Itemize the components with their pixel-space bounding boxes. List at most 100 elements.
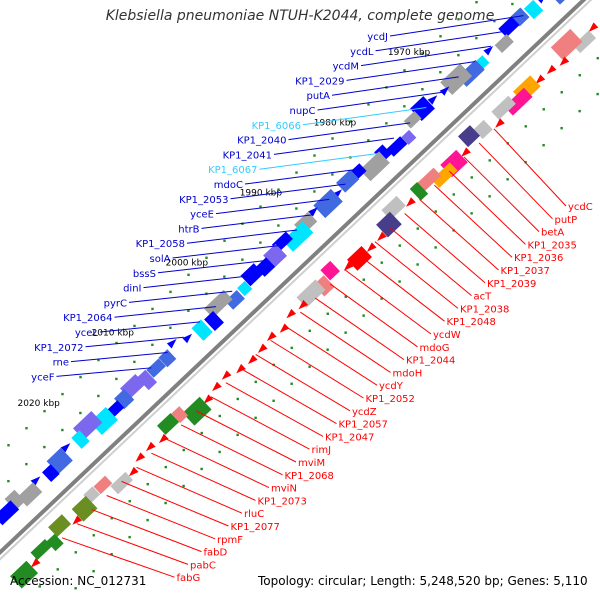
tick-dot [457, 53, 460, 57]
forward-gene-label: ycdM [333, 62, 359, 73]
tick-dot [97, 358, 100, 362]
tick-dot [434, 246, 437, 249]
tick-dot [403, 105, 406, 108]
tick-dot [277, 224, 280, 227]
backbone-shadow-line [0, 0, 593, 561]
forward-gene-label: putA [307, 91, 331, 102]
reverse-gene-leader [240, 368, 337, 425]
tick-dot [331, 173, 334, 176]
tick-dot [416, 227, 419, 230]
reverse-gene-label: acT [474, 292, 493, 303]
tick-dot [7, 479, 10, 483]
tick-dot [74, 551, 77, 554]
reverse-gene-label: KP1_2035 [528, 240, 577, 251]
tick-dot [133, 360, 136, 364]
reverse-gene-block [415, 167, 442, 193]
forward-gene-label: bssS [133, 269, 156, 280]
forward-gene-leader [215, 198, 330, 215]
forward-gene-leader [114, 306, 217, 318]
tick-dot [61, 392, 64, 396]
reverse-gene-leader [359, 255, 445, 322]
tick-dot [223, 275, 226, 278]
tick-dot [236, 433, 239, 437]
tick-dot [110, 517, 113, 520]
reverse-gene-block [71, 495, 98, 522]
tick-dot [169, 326, 172, 329]
reverse-gene-leader [136, 466, 243, 514]
forward-gene-label: dinI [123, 284, 141, 295]
reverse-gene-arrow [546, 64, 557, 75]
tick-dot [272, 399, 275, 403]
tick-dot [115, 341, 118, 345]
tick-dot [578, 74, 581, 77]
forward-gene-block [146, 358, 166, 378]
tick-dot [578, 109, 581, 113]
reverse-gene-arrow [279, 323, 290, 333]
reverse-gene-label: KP1_2057 [339, 420, 388, 431]
forward-gene-leader [56, 367, 152, 377]
forward-gene-leader [259, 152, 378, 170]
tick-dot [434, 210, 437, 213]
tick-dot [362, 314, 365, 317]
reverse-gene-leader [195, 410, 297, 463]
forward-gene-leader [70, 352, 168, 363]
forward-gene-block [136, 369, 158, 391]
forward-gene-block [224, 289, 245, 310]
tick-dot [200, 467, 203, 471]
forward-gene-arrow [182, 333, 193, 344]
reverse-gene-leader [270, 339, 364, 399]
reverse-gene-block [93, 475, 113, 495]
tick-dot [470, 212, 473, 215]
reverse-gene-label: KP1_2077 [231, 522, 280, 533]
reverse-gene-label: ycdZ [352, 407, 377, 418]
forward-gene-leader [186, 229, 298, 244]
reverse-gene-arrow [158, 433, 169, 444]
forward-gene-label: KP1_2072 [34, 343, 83, 354]
forward-gene-leader [302, 107, 427, 126]
forward-gene-block [204, 310, 224, 331]
reverse-gene-arrow [298, 299, 309, 310]
reverse-gene-label: KP1_2047 [325, 432, 374, 443]
tick-dot [367, 103, 370, 106]
reverse-gene-arrow [406, 197, 416, 207]
scale-label: 1970 kbp [388, 48, 431, 58]
reverse-gene-leader [374, 241, 459, 309]
backbone-line [0, 0, 587, 556]
reverse-gene-leader [106, 495, 216, 540]
tick-dot [475, 0, 478, 4]
forward-gene-leader [244, 168, 362, 185]
forward-gene-block [114, 389, 135, 410]
tick-dot [151, 343, 154, 347]
forward-gene-label: KP1_2053 [179, 195, 228, 206]
reverse-gene-label: rluC [244, 509, 264, 520]
reverse-gene-label: fabD [204, 548, 228, 559]
tick-dot [398, 280, 401, 283]
forward-gene-block [494, 34, 514, 53]
scale-label: 1980 kbp [314, 118, 357, 128]
reverse-gene-leader [61, 537, 175, 578]
forward-gene-label: rne [53, 358, 69, 369]
tick-dot [452, 193, 455, 196]
reverse-gene-arrow [247, 354, 258, 365]
forward-gene-leader [389, 15, 524, 37]
reverse-gene-label: ycdY [379, 381, 404, 392]
reverse-gene-block [457, 125, 481, 148]
reverse-gene-leader [344, 269, 432, 335]
tick-dot [380, 261, 383, 264]
tick-dot [398, 244, 401, 247]
forward-gene-label: solA [150, 254, 171, 265]
tick-dot [596, 92, 599, 96]
tick-dot [115, 377, 118, 381]
reverse-gene-block [46, 533, 64, 552]
tick-dot [488, 195, 491, 198]
reverse-gene-leader [419, 198, 499, 271]
forward-gene-arrow [427, 95, 438, 105]
tick-dot [313, 190, 316, 193]
reverse-gene-leader [166, 438, 270, 489]
forward-gene-leader [317, 91, 443, 111]
reverse-gene-arrow [72, 515, 83, 525]
